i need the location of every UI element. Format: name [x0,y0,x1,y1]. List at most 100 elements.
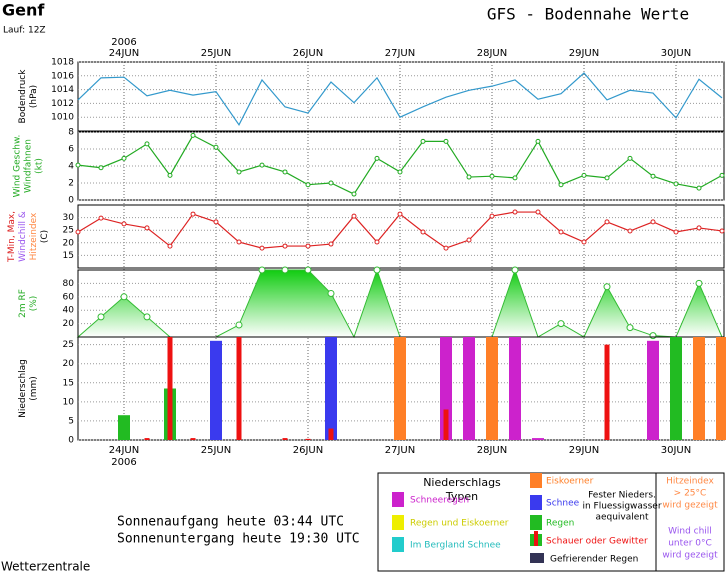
point [281,266,289,274]
point [144,225,150,231]
bar [647,340,659,440]
point [397,211,403,217]
y-axis-label: (mm) [29,376,39,401]
point [97,313,105,321]
y-tick-label: 25 [63,226,74,236]
panel-frame [77,61,725,132]
point [489,213,495,219]
bar [144,438,150,440]
point [328,180,334,186]
bar [118,415,130,440]
legend-title: Typen [445,490,478,503]
legend-note: wird gezeigt [662,501,718,511]
x-tick-label: 29JUN [569,48,599,59]
bar [305,438,311,440]
swatch [392,492,404,507]
point [75,229,81,235]
bar [167,337,173,440]
swatch [530,495,542,510]
point [604,175,610,181]
y-tick-label: 60 [63,292,75,302]
y-tick-label: 0 [68,196,74,206]
point [282,169,288,175]
bar [190,438,196,440]
point [696,225,702,231]
y-axis-label: Wind Geschw. [13,135,23,198]
legend-note: Hitzeindex [666,477,714,487]
x-tick-label: 30JUN [661,445,691,456]
y-axis-label: (kt) [35,158,45,174]
swatch [392,537,404,552]
point [143,313,151,321]
point [259,162,265,168]
point [75,162,81,168]
point [420,229,426,235]
point [695,279,703,287]
year: 2006 [111,457,136,468]
point [374,155,380,161]
y-axis-label: Niederschlag [18,359,28,418]
x-tick-label: 26JUN [293,48,323,59]
point [258,266,266,274]
point [374,239,380,245]
legend-item: Schneeregen [410,496,469,506]
point [512,175,518,181]
y-tick-label: 80 [63,279,75,289]
y-tick-label: 1014 [51,85,74,95]
bar [282,438,288,440]
point [98,215,104,221]
point [397,169,403,175]
y-tick-label: 20 [63,319,75,329]
point [627,228,633,234]
line [77,72,723,126]
point [259,245,265,251]
y-tick-label: 0 [68,436,74,446]
station: Genf [2,1,45,20]
legend-note: wird gezeigt [662,551,718,561]
y-tick-label: 15 [63,251,74,261]
y-tick-label: 4 [68,162,74,172]
swatch [530,515,542,530]
y-axis-label: Bodendruck [18,69,28,124]
point [557,320,565,328]
point [466,237,472,243]
legend-item: Im Bergland Schnee [410,541,501,551]
point [649,332,657,340]
x-tick-label: 30JUN [661,48,691,59]
point [282,243,288,249]
point [98,165,104,171]
point [696,185,702,191]
point [167,243,173,249]
y-axis-label: Hitzeindex [29,212,39,260]
swatch [392,515,404,530]
point [327,289,335,297]
point [351,213,357,219]
bar [604,344,610,440]
bar [532,438,544,440]
panel-frame [77,204,725,269]
legend: Niederschlags Typen Schneeregen Regen un… [377,472,725,572]
legend-item: Schnee [546,499,580,509]
y-tick-label: 20 [63,238,75,248]
bar [394,337,406,440]
point [305,243,311,249]
y-tick-label: 2 [68,179,74,189]
x-tick-label: 27JUN [385,48,415,59]
bar [486,337,498,440]
point [466,174,472,180]
point [190,132,196,138]
point [236,239,242,245]
point [535,138,541,144]
title: GFS - Bodennahe Werte [487,5,689,24]
y-tick-label: 30 [63,213,75,223]
legend-box [655,472,725,572]
x-tick-label: 28JUN [477,48,507,59]
y-axis-label: Windchill & [18,211,28,262]
legend-item: Gefrierender Regen [550,555,638,565]
bar [716,337,726,440]
y-tick-label: 15 [63,378,74,388]
point [190,211,196,217]
y-tick-label: 40 [63,306,75,316]
point [650,219,656,225]
point [213,144,219,150]
